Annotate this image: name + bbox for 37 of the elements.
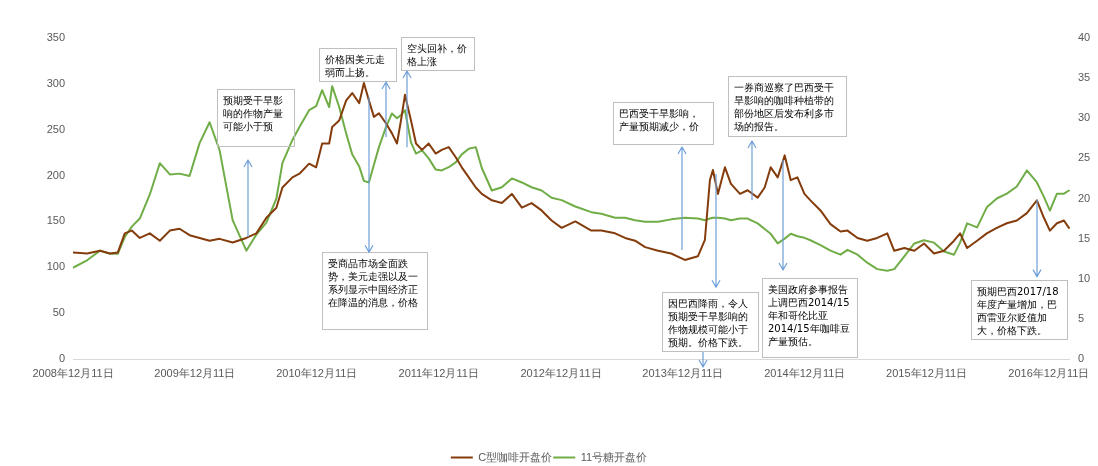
x-tick-label: 2009年12月11日 — [154, 366, 236, 379]
x-tick-label: 2008年12月11日 — [32, 366, 114, 379]
x-tick-label: 2013年12月11日 — [642, 366, 724, 379]
annotation: 预期受干旱影响的作物产量可能小于预 — [217, 89, 295, 147]
y-tick-label: 200 — [46, 168, 65, 181]
y2-tick-label: 30 — [1077, 111, 1091, 124]
x-tick-label: 2015年12月11日 — [886, 366, 968, 379]
y-tick-label: 150 — [46, 214, 65, 227]
y-tick-label: 100 — [46, 260, 65, 273]
y2-tick-label: 35 — [1077, 71, 1091, 84]
y2-tick-label: 20 — [1077, 191, 1091, 204]
y-tick-label: 350 — [46, 31, 65, 44]
y2-tick-label: 0 — [1077, 352, 1085, 365]
annotation: 因巴西降雨，令人预期受干旱影响的作物规模可能小于预期。价格下跌。 — [662, 292, 759, 352]
x-tick-label: 2012年12月11日 — [520, 366, 602, 379]
legend-label: 11号糖开盘价 — [580, 450, 648, 463]
annotation: 受商品市场全面跌势，美元走强以及一系列显示中国经济正在降温的消息，价格 — [322, 252, 428, 330]
legend-label: C型咖啡开盘价 — [478, 450, 553, 463]
y2-tick-label: 10 — [1077, 271, 1091, 284]
x-tick-label: 2014年12月11日 — [764, 366, 846, 379]
x-tick-label: 2011年12月11日 — [398, 366, 479, 379]
y-tick-label: 300 — [46, 76, 65, 89]
annotation: 价格因美元走弱而上扬。 — [319, 48, 397, 82]
annotation: 一券商巡察了巴西受干旱影响的咖啡种植带的部份地区后发布利多市场的报告。 — [728, 76, 847, 137]
x-tick-label: 2016年12月11日 — [1008, 366, 1090, 379]
y-tick-label: 0 — [58, 352, 65, 365]
annotation: 预期巴西2017/18年度产量增加，巴西雷亚尔贬值加大，价格下跌。 — [971, 280, 1068, 340]
y2-tick-label: 5 — [1077, 311, 1085, 324]
annotation: 巴西受干旱影响，产量预期减少，价 — [613, 102, 714, 145]
annotation: 美国政府参事报告上调巴西2014/15年和哥伦比亚2014/15年咖啡豆产量预估。 — [762, 278, 858, 358]
y2-tick-label: 15 — [1077, 231, 1091, 244]
y-tick-label: 50 — [52, 306, 65, 319]
y2-tick-label: 40 — [1077, 31, 1091, 44]
x-tick-label: 2010年12月11日 — [276, 366, 358, 379]
y-tick-label: 250 — [46, 122, 65, 135]
y2-tick-label: 25 — [1077, 151, 1091, 164]
annotation: 空头回补，价格上涨 — [401, 37, 475, 71]
